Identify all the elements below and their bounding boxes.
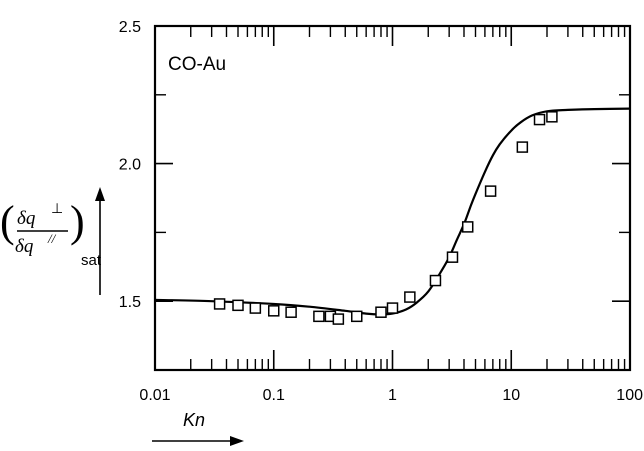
x-tick-label: 0.01 bbox=[139, 387, 170, 404]
y-label-left-paren: ( bbox=[0, 197, 15, 246]
x-tick-label: 10 bbox=[502, 387, 520, 404]
data-point-square bbox=[516, 141, 529, 153]
tick-marks bbox=[154, 25, 631, 371]
data-point-square bbox=[313, 310, 325, 323]
data-point-square bbox=[351, 310, 363, 323]
y-label-numerator: δq bbox=[17, 208, 36, 229]
data-point-square bbox=[533, 113, 546, 126]
data-point-square bbox=[446, 251, 459, 263]
data-markers bbox=[213, 111, 558, 325]
data-point-square bbox=[461, 221, 474, 233]
x-tick-label: 100 bbox=[616, 387, 643, 404]
y-tick-label: 2.5 bbox=[119, 19, 141, 36]
y-label-denominator-sup: // bbox=[47, 231, 57, 246]
fit-curve-group bbox=[154, 107, 631, 316]
data-point-square bbox=[213, 298, 226, 310]
plot-frame bbox=[153, 24, 632, 372]
y-label-numerator-sup: ⊥ bbox=[51, 202, 63, 217]
y-label-subscript: sat bbox=[81, 252, 102, 269]
data-point-square bbox=[268, 305, 280, 317]
data-point-square bbox=[285, 306, 297, 318]
fit-curve bbox=[154, 107, 631, 316]
data-point-square bbox=[484, 185, 497, 197]
data-point-square bbox=[404, 291, 416, 303]
inset-label: CO-Au bbox=[168, 54, 226, 75]
data-point-square bbox=[375, 306, 387, 318]
y-axis-arrow bbox=[95, 187, 105, 295]
data-point-square bbox=[232, 299, 244, 312]
x-axis-label: Kn bbox=[183, 410, 205, 430]
y-label-right-paren: ) bbox=[70, 197, 85, 246]
y-tick-label: 2.0 bbox=[119, 157, 141, 174]
y-label-denominator: δq bbox=[15, 236, 34, 257]
y-tick-label: 1.5 bbox=[119, 294, 141, 311]
data-point-square bbox=[249, 302, 262, 314]
data-point-square bbox=[332, 313, 345, 325]
x-axis-arrow bbox=[152, 436, 244, 446]
tick-labels: 0.01 0.1 1 10 100 1.5 2.0 2.5 bbox=[119, 19, 643, 404]
data-point-square bbox=[429, 274, 442, 287]
y-axis-label: ( δq ⊥ δq // ) sat bbox=[0, 197, 102, 269]
data-point-square bbox=[386, 302, 399, 314]
x-tick-label: 1 bbox=[388, 387, 397, 404]
x-tick-label: 0.1 bbox=[263, 387, 285, 404]
data-point-square bbox=[546, 111, 558, 123]
